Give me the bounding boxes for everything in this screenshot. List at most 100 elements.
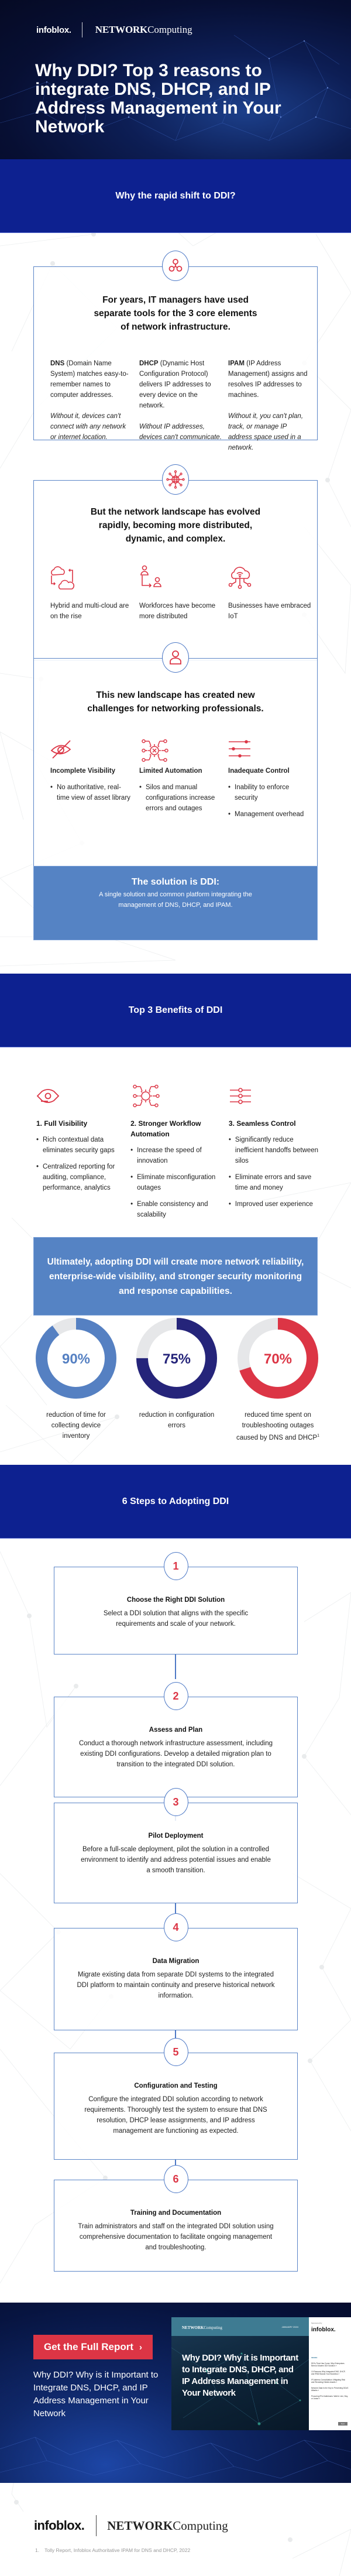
- step-connector: [175, 1654, 176, 1679]
- stat-value: 75%: [163, 1351, 191, 1367]
- step-title: Data Migration: [152, 1958, 199, 1965]
- dhcp-column: DHCP (Dynamic Host Configuration Protoco…: [139, 358, 228, 464]
- sliders-icon: [229, 1083, 323, 1109]
- benefit-bullet: Increase the speed of innovation: [130, 1145, 229, 1166]
- ipam-definition: (IP Address Management) assigns and reso…: [228, 360, 308, 399]
- benefit-bullet: Rich contextual data eliminates security…: [36, 1135, 130, 1156]
- report-date: JANUARY 2024: [281, 2325, 298, 2328]
- section-banner-why: Why the rapid shift to DDI?: [0, 159, 351, 233]
- ipam-term: IPAM: [228, 360, 245, 367]
- report-cta-section: Get the Full Report › Why DDI? Why is it…: [0, 2303, 351, 2483]
- report-preview[interactable]: NETWORKComputing JANUARY 2024 Why DDI? W…: [171, 2317, 351, 2430]
- stat-caption: reduction of time for collecting device …: [46, 1412, 106, 1440]
- report-title-text: Why DDI? Why is it Important to Integrat…: [33, 2370, 159, 2419]
- next-button[interactable]: Next: [338, 2422, 347, 2426]
- gear-error-icon: [139, 739, 222, 762]
- challenge-bullet: Management overhead: [228, 809, 311, 820]
- landscape-item: Hybrid and multi-cloud are on the rise: [50, 564, 139, 632]
- section-banner-steps: 6 Steps to Adopting DDI: [0, 1465, 351, 1539]
- dhcp-term: DHCP: [139, 360, 159, 367]
- cta-network-graphic: [0, 2437, 351, 2479]
- inside-item: Network Data Is the Key to Preventing DD…: [311, 2387, 349, 2392]
- inside-item: IP Address Consolidation: Mitigating Ris…: [311, 2379, 346, 2383]
- step-number-badge: 5: [163, 2038, 188, 2066]
- core-elements-heading: For years, IT managers have used separat…: [94, 295, 257, 332]
- network-nodes-icon: [162, 251, 189, 281]
- core-elements-box: For years, IT managers have used separat…: [33, 251, 318, 451]
- network-computing-logo: NETWORKComputing: [95, 24, 192, 35]
- challenge-item: Limited Automation Silos and manual conf…: [139, 739, 228, 825]
- sponsored-label: Sponsored by: [311, 2322, 322, 2324]
- landscape-heading: But the network landscape has evolved ra…: [90, 507, 261, 544]
- step-number-badge: 2: [163, 1682, 188, 1710]
- solution-title: The solution is DDI:: [131, 877, 220, 887]
- challenges-heading: This new landscape has created new chall…: [87, 690, 264, 714]
- infoblox-logo: infoblox.: [36, 25, 71, 35]
- dns-column: DNS (Domain Name System) matches easy-to…: [50, 358, 139, 464]
- benefit-bullet: Eliminate misconfiguration outages: [130, 1172, 229, 1193]
- inside-item: Procuring IPv4 Addresses: Wait in Line, …: [311, 2395, 348, 2400]
- footer-logos: infoblox. NETWORKComputing: [34, 2515, 228, 2536]
- footnote-number: 1.: [35, 2547, 40, 2553]
- step-card: 5 Configuration and Testing Configure th…: [54, 2038, 298, 2160]
- step-title: Assess and Plan: [149, 1727, 203, 1734]
- landscape-box: But the network landscape has evolved ra…: [33, 464, 318, 660]
- sliders-icon: [228, 739, 311, 760]
- step-title: Configuration and Testing: [134, 2082, 218, 2089]
- dns-term: DNS: [50, 360, 65, 367]
- step-text: Train administrators and staff on the in…: [78, 2223, 274, 2251]
- stat-item: 75% reduction in configuration errors: [124, 1317, 229, 1431]
- section-title: Why the rapid shift to DDI?: [115, 190, 236, 201]
- step-number-badge: 4: [163, 1913, 188, 1941]
- step-text: Migrate existing data from separate DDI …: [77, 1971, 275, 1999]
- stat-value: 90%: [62, 1351, 90, 1367]
- benefit-title: 1. Full Visibility: [36, 1119, 88, 1128]
- dhcp-consequence: Without IP addresses, devices can't comm…: [139, 423, 222, 441]
- solution-box: The solution is DDI: A single solution a…: [33, 866, 318, 940]
- challenge-bullet: No authoritative, real-time view of asse…: [50, 782, 133, 803]
- report-cover: NETWORKComputing JANUARY 2024 Why DDI? W…: [171, 2317, 309, 2430]
- footnote-ref: 1: [317, 1434, 319, 1438]
- benefit-bullet: Significantly reduce inefficient handoff…: [229, 1135, 323, 1166]
- benefit-bullet: Eliminate errors and save time and money: [229, 1172, 323, 1193]
- header-logos: infoblox. NETWORKComputing: [36, 21, 192, 39]
- network-computing-logo: NETWORKComputing: [107, 2518, 228, 2533]
- benefit-bullet: Improved user experience: [229, 1199, 323, 1210]
- gear-circuit-icon: [130, 1083, 229, 1109]
- report-cover-title: Why DDI? Why it is Important to Integrat…: [182, 2353, 298, 2398]
- dns-consequence: Without it, devices can't connect with a…: [50, 413, 126, 441]
- iot-cloud-icon: [228, 564, 311, 590]
- logo-divider: [96, 2515, 97, 2536]
- step-card: 6 Training and Documentation Train admin…: [54, 2165, 298, 2272]
- step-text: Configure the integrated DDI solution ac…: [84, 2096, 267, 2135]
- step-title: Training and Documentation: [130, 2210, 222, 2217]
- benefits-list: 1. Full Visibility Rich contextual data …: [36, 1083, 323, 1226]
- landscape-item: Businesses have embraced IoT: [228, 564, 317, 632]
- eye-slash-icon: [50, 739, 133, 760]
- button-label: Get the Full Report: [44, 2341, 133, 2352]
- challenge-bullet: Silos and manual configurations increase…: [139, 782, 222, 814]
- sponsor-logo: infoblox.: [311, 2327, 336, 2333]
- challenge-item: Inadequate Control Inability to enforce …: [228, 739, 317, 825]
- report-network-graphic: [171, 2347, 309, 2426]
- inside-label: INSIDE:: [311, 2356, 318, 2359]
- challenge-title: Inadequate Control: [228, 768, 290, 775]
- donut-chart: 90%: [36, 1318, 116, 1399]
- donut-chart: 75%: [136, 1318, 217, 1399]
- landscape-item-text: Businesses have embraced IoT: [228, 602, 311, 620]
- get-full-report-button[interactable]: Get the Full Report ›: [33, 2335, 153, 2359]
- ipam-consequence: Without it, you can't plan, track, or ma…: [228, 413, 304, 451]
- benefit-item: 1. Full Visibility Rich contextual data …: [36, 1083, 130, 1226]
- step-card: 4 Data Migration Migrate existing data f…: [54, 1913, 298, 2030]
- inside-item: DDI's Time Has Come: Why Enterprises Nee…: [311, 2362, 345, 2367]
- hero-header: infoblox. NETWORKComputing Why DDI? Top …: [0, 0, 351, 159]
- section-title: 6 Steps to Adopting DDI: [122, 1496, 229, 1506]
- report-sidebar: Sponsored by infoblox. INSIDE: DDI's Tim…: [309, 2317, 351, 2430]
- distributed-users-icon: [139, 564, 222, 590]
- benefit-title: 2. Stronger Workflow Automation: [130, 1119, 201, 1138]
- eye-icon: [36, 1083, 130, 1109]
- infoblox-logo: infoblox.: [34, 2518, 85, 2533]
- landscape-item-text: Workforces have become more distributed: [139, 602, 216, 620]
- donut-chart: 70%: [238, 1318, 318, 1399]
- challenge-title: Incomplete Visibility: [50, 768, 115, 775]
